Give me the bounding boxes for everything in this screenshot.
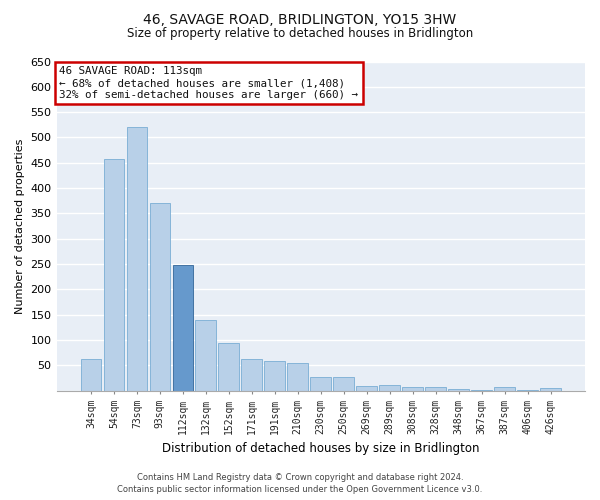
Bar — [310, 377, 331, 391]
Text: Size of property relative to detached houses in Bridlington: Size of property relative to detached ho… — [127, 28, 473, 40]
Bar — [287, 363, 308, 391]
Text: Contains HM Land Registry data © Crown copyright and database right 2024.
Contai: Contains HM Land Registry data © Crown c… — [118, 472, 482, 494]
Bar — [196, 320, 216, 391]
X-axis label: Distribution of detached houses by size in Bridlington: Distribution of detached houses by size … — [162, 442, 479, 455]
Bar — [127, 128, 147, 391]
Text: 46, SAVAGE ROAD, BRIDLINGTON, YO15 3HW: 46, SAVAGE ROAD, BRIDLINGTON, YO15 3HW — [143, 12, 457, 26]
Bar — [494, 387, 515, 391]
Bar — [403, 387, 423, 391]
Bar — [540, 388, 561, 391]
Bar — [241, 360, 262, 391]
Text: 46 SAVAGE ROAD: 113sqm
← 68% of detached houses are smaller (1,408)
32% of semi-: 46 SAVAGE ROAD: 113sqm ← 68% of detached… — [59, 66, 358, 100]
Y-axis label: Number of detached properties: Number of detached properties — [15, 138, 25, 314]
Bar — [173, 265, 193, 391]
Bar — [425, 387, 446, 391]
Bar — [149, 204, 170, 391]
Bar — [517, 390, 538, 391]
Bar — [265, 362, 285, 391]
Bar — [218, 342, 239, 391]
Bar — [356, 386, 377, 391]
Bar — [379, 384, 400, 391]
Bar — [80, 360, 101, 391]
Bar — [104, 159, 124, 391]
Bar — [448, 389, 469, 391]
Bar — [334, 377, 354, 391]
Bar — [472, 390, 492, 391]
